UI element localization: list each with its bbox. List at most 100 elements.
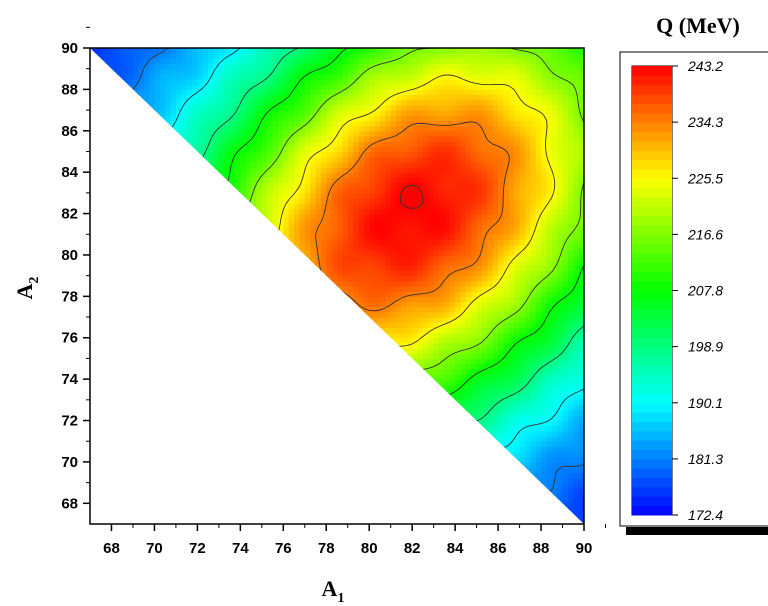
heatmap-cell <box>481 384 488 391</box>
heatmap-cell <box>567 234 574 241</box>
heatmap-cell <box>562 384 569 391</box>
heatmap-cell <box>310 79 317 85</box>
heatmap-cell <box>514 73 521 80</box>
heatmap-cell <box>310 218 317 225</box>
heatmap-cell <box>310 63 317 70</box>
heatmap-cell <box>288 146 295 153</box>
heatmap-cell <box>546 410 553 416</box>
heatmap-cell <box>127 79 134 85</box>
heatmap-cell <box>530 461 537 468</box>
heatmap-cell <box>535 270 542 277</box>
heatmap-cell <box>277 213 284 220</box>
heatmap-cell <box>524 451 531 458</box>
heatmap-cell <box>422 296 429 303</box>
heatmap-cell <box>465 89 472 96</box>
heatmap-cell <box>320 198 327 204</box>
heatmap-cell <box>551 99 558 106</box>
heatmap-cell <box>455 296 462 303</box>
heatmap-cell <box>573 208 580 215</box>
heatmap-cell <box>535 430 542 437</box>
heatmap-cell <box>326 177 333 184</box>
colorbar-band <box>632 140 672 151</box>
heatmap-cell <box>481 68 488 75</box>
heatmap-cell <box>363 203 370 209</box>
heatmap-cell <box>449 213 456 220</box>
heatmap-cell <box>433 130 440 137</box>
heatmap-cell <box>530 156 537 163</box>
heatmap-cell <box>433 125 440 132</box>
heatmap-cell <box>175 48 182 54</box>
heatmap-cell <box>460 141 467 147</box>
heatmap-cell <box>234 167 241 173</box>
heatmap-cell <box>551 151 558 158</box>
heatmap-cell <box>358 270 365 277</box>
heatmap-cell <box>460 389 467 396</box>
heatmap-cell <box>439 306 445 313</box>
heatmap-cell <box>455 379 462 385</box>
heatmap-cell <box>272 99 279 106</box>
heatmap-cell <box>541 482 548 489</box>
heatmap-cell <box>455 213 462 220</box>
heatmap-cell <box>444 130 451 137</box>
heatmap-cell <box>573 306 580 313</box>
heatmap-cell <box>433 332 440 339</box>
heatmap-cell <box>573 327 580 334</box>
heatmap-cell <box>578 317 584 323</box>
heatmap-cell <box>460 146 467 153</box>
heatmap-cell <box>138 73 145 80</box>
heatmap-cell <box>567 446 574 453</box>
heatmap-cell <box>256 94 263 101</box>
heatmap-cell <box>390 115 397 122</box>
heatmap-cell <box>471 146 478 153</box>
heatmap-cell <box>567 420 574 427</box>
heatmap-cell <box>487 141 494 147</box>
heatmap-cell <box>455 229 462 235</box>
heatmap-cell <box>213 156 220 163</box>
heatmap-cell <box>476 280 483 287</box>
heatmap-cell <box>535 104 542 111</box>
heatmap-cell <box>208 115 215 122</box>
heatmap-cell <box>353 94 360 101</box>
heatmap-cell <box>406 120 413 127</box>
heatmap-cell <box>546 130 553 137</box>
heatmap-cell <box>175 89 182 96</box>
heatmap-cell <box>385 110 392 116</box>
heatmap-cell <box>487 182 494 189</box>
heatmap-cell <box>444 394 451 401</box>
heatmap-cell <box>567 213 574 220</box>
heatmap-cell <box>353 167 360 173</box>
heatmap-cell <box>471 213 478 220</box>
heatmap-cell <box>202 48 209 54</box>
colorbar-tick-label: 198.9 <box>688 339 723 355</box>
heatmap-cell <box>417 306 424 313</box>
heatmap-cell <box>379 311 386 318</box>
heatmap-cell <box>524 368 531 375</box>
heatmap-cell <box>277 68 284 75</box>
heatmap-cell <box>573 203 580 209</box>
heatmap-cell <box>535 384 542 391</box>
heatmap-cell <box>530 317 537 323</box>
heatmap-cell <box>412 198 419 204</box>
heatmap-cell <box>165 104 172 111</box>
colorbar-band <box>632 486 672 497</box>
colorbar-band <box>632 477 672 488</box>
heatmap-cell <box>567 208 574 215</box>
heatmap-cell <box>503 89 510 96</box>
colorbar-tick-label: 190.1 <box>688 395 723 411</box>
heatmap-cell <box>347 187 354 194</box>
heatmap-cell <box>535 120 542 127</box>
heatmap-cell <box>337 115 343 122</box>
heatmap-cell <box>299 229 306 235</box>
heatmap-cell <box>508 203 515 209</box>
heatmap-cell <box>471 192 478 199</box>
heatmap-cell <box>541 130 548 137</box>
heatmap-cell <box>358 198 365 204</box>
heatmap-cell <box>369 48 376 54</box>
heatmap-cell <box>417 94 424 101</box>
heatmap-cell <box>567 167 574 173</box>
heatmap-cell <box>524 265 531 272</box>
heatmap-cell <box>465 384 472 391</box>
heatmap-cell <box>471 249 478 256</box>
heatmap-cell <box>347 172 354 178</box>
heatmap-cell <box>487 244 494 251</box>
